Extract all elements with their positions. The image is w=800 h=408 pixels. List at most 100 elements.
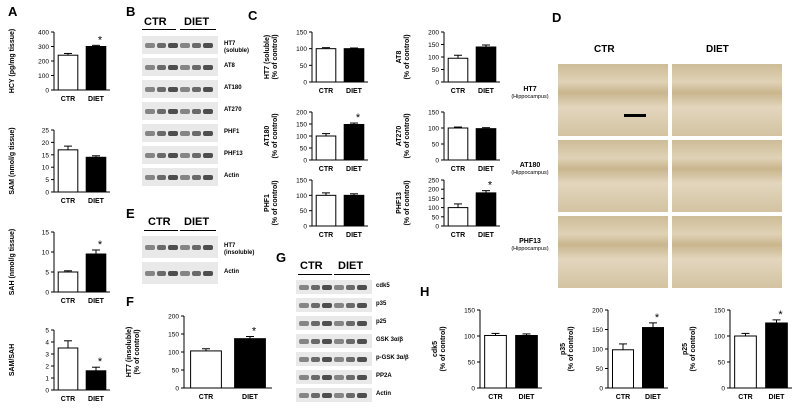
blot-band [191,108,202,114]
blot-band [168,130,178,136]
bar-diet [515,334,538,389]
y-axis-label-line: HT7 (soluble) [264,35,271,79]
y-axis-label: HT7 (insoluble)(% of control) [126,327,141,378]
y-axis-label-line: (% of control) [404,180,411,225]
blot-band [168,42,178,48]
category-label: CTR [451,166,465,173]
blot-band [299,284,309,290]
blot-band [191,174,202,180]
y-tick-label: 0 [45,388,49,395]
blot-g-ctr-header: CTR [300,260,323,272]
category-label: CTR [319,88,333,95]
micrograph-region: (Hippocampus) [511,169,549,176]
blot-e: CTR DIET HT7 (insoluble) Actin [140,214,258,290]
blot-band [299,320,309,326]
y-axis-label: AT270(% of control) [396,113,411,158]
y-tick-label: 150 [428,196,439,203]
blot-strip [296,298,372,312]
y-tick-label: 50 [300,63,308,70]
blot-band [322,284,332,290]
bar-ctr [734,335,757,389]
panel-label-d: D [552,10,562,25]
blot-band [168,64,178,70]
blot-band [357,320,367,326]
blot-band [357,392,367,398]
chart-at8: 0 50 100 150 200 AT8(% of control) CTR DIET [396,30,500,95]
blot-band [334,392,344,398]
blot-band [345,392,356,398]
y-axis-label: PHF13(% of control) [396,180,411,225]
blot-strip [296,388,372,402]
blot-band [322,320,332,326]
micrograph-marker: AT180 [519,162,541,169]
bar-ctr [315,194,337,227]
category-label: DIET [88,298,105,305]
blot-band [156,108,167,114]
blot-b-diet-header: DIET [184,16,210,28]
blot-b: CTR DIET HT7 (soluble) AT8 AT180 AT270 PHF1 P… [140,14,258,188]
y-tick-label: 400 [38,30,49,37]
micrograph-image-diet [672,64,782,136]
bar-diet [475,192,497,227]
blot-band [299,374,309,380]
blot-band [180,64,190,70]
blot-strip [142,124,218,142]
blot-band [322,374,332,380]
blot-band [145,130,155,136]
bar-diet [85,370,107,391]
bar-ctr [612,349,634,389]
blot-band [145,270,155,276]
blot-band [345,284,356,290]
blot-band [299,356,309,362]
y-tick-label: 200 [428,30,439,37]
blot-band [203,174,213,180]
blot-band [203,108,213,114]
y-tick-label: 1 [45,376,49,383]
blot-band [334,356,344,362]
blot-e-ctr-underline [144,230,178,231]
blot-band [145,64,155,70]
micrograph-row-label: PHF13 (Hippocampus) [510,238,550,252]
y-tick-label: 50 [300,146,308,153]
blot-strip [142,58,218,76]
blot-band [345,374,356,380]
blot-b-ctr-underline [142,29,176,30]
micrograph-image-ctr [558,64,668,136]
y-tick-label: 150 [168,332,179,339]
significance-marker: * [356,112,361,124]
blot-band [203,130,213,136]
blot-b-diet-underline [180,29,216,30]
blot-band [322,392,332,398]
blot-strip [142,236,218,258]
blot-band [180,108,190,114]
y-axis-label-line: SAH (nmol/g tissue) [9,229,16,296]
blot-band [180,174,190,180]
bar-ctr [57,54,79,91]
y-tick-label: 4 [45,340,49,347]
blot-band [357,338,367,344]
blot-e-ctr-header: CTR [148,216,171,228]
category-label: CTR [61,96,75,103]
bar-diet [642,327,664,389]
y-tick-label: 0 [303,158,307,165]
chart-hcy: 0 100 200 300 400 HCY (pg/mg tissue) CTR * DIET [9,29,110,103]
y-tick-label: 50 [718,360,726,367]
category-label: DIET [346,88,363,95]
micrograph-region: (Hippocampus) [511,93,549,100]
blot-band [322,356,332,362]
blot-band [203,152,213,158]
blot-band [168,86,178,92]
blot-row-label: PHF13 [224,151,243,157]
chart-sah: 0 5 10 15 SAH (nmol/g tissue) CTR * DIET [9,229,110,305]
chart-sam-sah: 0 1 2 3 4 5 SAM/SAH CTR * DIET [9,328,110,403]
y-tick-label: 100 [428,55,439,62]
significance-marker: * [778,309,783,321]
blot-band [180,86,190,92]
category-label: CTR [451,88,465,95]
blot-row-label: AT180 [224,85,242,91]
category-label: DIET [645,394,662,401]
y-tick-label: 3 [45,352,49,359]
significance-marker: * [655,312,660,324]
chart-phf13: 0 50 100 150 200 250 PHF13(% of control) CTR * DI… [396,178,500,239]
y-tick-label: 2 [45,364,49,371]
